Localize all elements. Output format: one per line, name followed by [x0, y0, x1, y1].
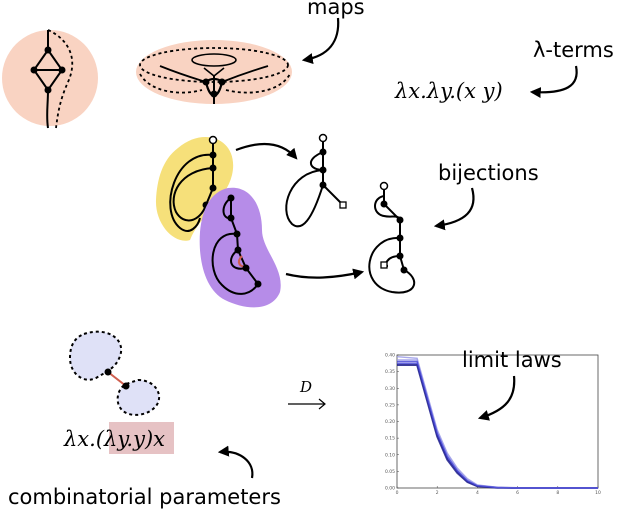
limit-laws-label: limit laws [462, 348, 562, 372]
series-line [397, 360, 598, 489]
parameters-arrow [217, 445, 254, 479]
x-tick-label: 4 [476, 490, 479, 496]
bijections-label: bijections [438, 161, 539, 185]
bijections-arrow [433, 187, 475, 231]
red-connector [107, 371, 127, 387]
combinatorial-parameters-label: combinatorial parameters [8, 485, 281, 509]
limit-laws-arrow [477, 375, 516, 421]
yellow-region-tree [155, 135, 234, 241]
x-tick-label: 6 [516, 490, 519, 496]
toroidal-map [136, 40, 292, 104]
tree-middle [285, 133, 347, 228]
planar-map [2, 29, 98, 129]
limit-law-chart: 0 2 4 6 8 10 0.00 0.05 0.10 0.15 0.20 0.25 0.30 0.35 0… [385, 353, 601, 497]
parameter-term-prefix: λx. [63, 427, 96, 451]
y-tick-label: 0.00 [385, 486, 395, 492]
y-tick-label: 0.40 [385, 353, 395, 359]
maps-arrow [301, 17, 340, 64]
y-tick-label: 0.15 [385, 436, 395, 442]
parameter-term: λx.(λy.y)x [63, 427, 165, 451]
maps-label: maps [307, 0, 365, 19]
y-tick-label: 0.10 [385, 452, 395, 458]
y-tick-label: 0.05 [385, 469, 395, 475]
lambda-term-example: λx.λy.(x y) [394, 79, 503, 103]
bijection-arrow-bottom [285, 268, 365, 280]
torus-surface [136, 40, 292, 104]
chart-frame [396, 354, 599, 489]
convergence-symbol: D [299, 378, 312, 396]
chart-ticks: 0 2 4 6 8 10 0.00 0.05 0.10 0.15 0.20 0.25 0.30 0.35 0… [385, 353, 601, 497]
chart-series [396, 356, 598, 489]
tree-right [368, 181, 416, 294]
y-tick-label: 0.35 [385, 369, 395, 375]
y-tick-label: 0.20 [385, 419, 395, 425]
parameter-diagram [68, 330, 161, 416]
planar-map-disk [2, 30, 98, 126]
y-tick-label: 0.25 [385, 402, 395, 408]
parameter-term-highlight: (λy.y) [96, 427, 153, 451]
blob-top [68, 330, 123, 381]
y-tick-label: 0.30 [385, 386, 395, 392]
bijection-arrow-top [235, 142, 298, 160]
x-tick-label: 10 [595, 490, 601, 496]
x-tick-label: 8 [556, 490, 559, 496]
x-tick-label: 2 [436, 490, 439, 496]
lambda-terms-label: λ-terms [533, 38, 614, 62]
lambda-terms-arrow [529, 65, 578, 99]
parameter-term-suffix: x [153, 427, 165, 451]
highlight-box [109, 422, 174, 454]
purple-region-tree [199, 187, 281, 308]
x-tick-label: 0 [396, 490, 399, 496]
